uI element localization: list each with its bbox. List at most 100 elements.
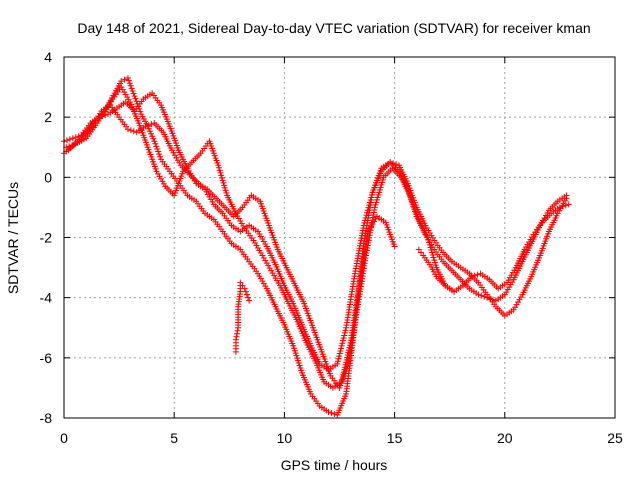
y-tick-label: -6 bbox=[40, 350, 53, 366]
data-point bbox=[130, 90, 137, 97]
x-axis-label: GPS time / hours bbox=[281, 457, 388, 473]
y-axis-label: SDTVAR / TECUs bbox=[5, 182, 21, 294]
data-point bbox=[366, 202, 373, 209]
data-point bbox=[512, 304, 519, 311]
data-point bbox=[328, 409, 335, 416]
data-point bbox=[257, 250, 264, 257]
data-point bbox=[91, 120, 98, 127]
data-point bbox=[152, 140, 159, 147]
data-point bbox=[274, 277, 281, 284]
data-point bbox=[238, 220, 245, 227]
data-point bbox=[378, 181, 385, 188]
data-point bbox=[360, 222, 367, 229]
data-point bbox=[372, 201, 379, 208]
data-point bbox=[366, 225, 373, 232]
data-point bbox=[338, 342, 345, 349]
data-point bbox=[515, 299, 522, 306]
data-point bbox=[171, 152, 178, 159]
data-point bbox=[339, 337, 346, 344]
x-tick-label: 0 bbox=[60, 430, 68, 446]
data-point bbox=[126, 80, 133, 87]
data-point bbox=[221, 182, 228, 189]
data-point bbox=[131, 93, 138, 100]
data-point bbox=[374, 194, 381, 201]
data-point bbox=[142, 123, 149, 130]
data-point bbox=[517, 294, 524, 301]
data-point bbox=[429, 252, 436, 259]
data-point bbox=[430, 254, 437, 261]
data-point bbox=[379, 176, 386, 183]
data-point bbox=[418, 249, 425, 256]
data-point bbox=[146, 128, 153, 135]
data-point bbox=[257, 233, 264, 240]
data-point bbox=[92, 118, 99, 125]
data-point bbox=[256, 273, 263, 280]
data-point bbox=[415, 246, 422, 253]
data-point bbox=[130, 128, 137, 135]
data-point bbox=[506, 274, 513, 281]
data-point bbox=[245, 294, 252, 301]
data-point bbox=[271, 272, 278, 279]
data-point bbox=[156, 173, 163, 180]
data-point bbox=[429, 235, 436, 242]
y-tick-label: 0 bbox=[44, 169, 52, 185]
data-point bbox=[523, 244, 530, 251]
data-point bbox=[254, 270, 261, 277]
data-point bbox=[526, 239, 533, 246]
data-point bbox=[424, 234, 431, 241]
data-point bbox=[272, 275, 279, 282]
data-point bbox=[516, 296, 523, 303]
data-point bbox=[269, 270, 276, 277]
data-point bbox=[503, 289, 510, 296]
data-point bbox=[127, 82, 134, 89]
data-point bbox=[132, 95, 139, 102]
data-point bbox=[209, 198, 216, 205]
data-point bbox=[377, 184, 384, 191]
data-point bbox=[331, 410, 338, 417]
data-point bbox=[155, 170, 162, 177]
series-6 bbox=[415, 246, 458, 295]
data-point bbox=[89, 123, 96, 130]
data-point bbox=[365, 204, 372, 211]
data-point bbox=[176, 159, 183, 166]
data-point bbox=[168, 147, 175, 154]
data-point bbox=[159, 178, 166, 185]
data-point bbox=[121, 76, 128, 83]
x-tick-label: 20 bbox=[497, 430, 513, 446]
data-point bbox=[218, 172, 225, 179]
data-point bbox=[490, 296, 497, 303]
data-point bbox=[122, 91, 129, 98]
data-point bbox=[257, 275, 264, 282]
data-point bbox=[125, 96, 132, 103]
data-point bbox=[217, 169, 224, 176]
data-point bbox=[451, 288, 458, 295]
data-point bbox=[563, 192, 570, 199]
data-point bbox=[471, 272, 478, 279]
data-point bbox=[250, 237, 257, 244]
data-point bbox=[222, 187, 229, 194]
data-point bbox=[94, 115, 101, 122]
data-point bbox=[475, 291, 482, 298]
x-tick-label: 10 bbox=[277, 430, 293, 446]
data-point bbox=[337, 347, 344, 354]
data-point bbox=[133, 98, 140, 105]
data-point bbox=[246, 297, 253, 304]
data-point bbox=[372, 215, 379, 222]
data-point bbox=[268, 267, 275, 274]
data-point bbox=[151, 138, 158, 145]
data-point bbox=[220, 179, 227, 186]
data-point bbox=[118, 78, 125, 85]
data-point bbox=[263, 260, 270, 267]
data-point bbox=[173, 154, 180, 161]
data-point bbox=[334, 358, 341, 365]
data-point bbox=[371, 204, 378, 211]
y-tick-label: -4 bbox=[40, 290, 53, 306]
data-point bbox=[221, 184, 228, 191]
data-point bbox=[241, 285, 248, 292]
data-point bbox=[335, 355, 342, 362]
data-point bbox=[232, 336, 239, 343]
data-point bbox=[504, 279, 511, 286]
series-2 bbox=[61, 90, 570, 373]
data-point bbox=[239, 282, 246, 289]
